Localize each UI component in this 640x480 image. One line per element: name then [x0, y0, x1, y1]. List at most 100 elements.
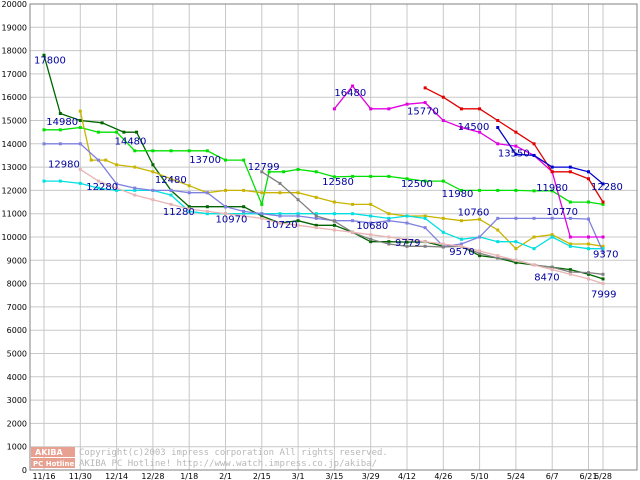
data-point [496, 188, 500, 192]
y-tick-label: 10000 [2, 233, 27, 242]
data-point [260, 214, 264, 218]
data-point [332, 200, 336, 204]
data-point [278, 181, 282, 185]
data-point [587, 242, 590, 246]
y-tick-label: 20000 [2, 0, 27, 9]
data-point [314, 214, 318, 218]
data-point [224, 212, 227, 216]
x-tick-label: 6/7 [546, 472, 559, 480]
data-label: 15770 [407, 107, 439, 118]
x-tick-label: 6/28 [594, 472, 612, 480]
data-point [369, 174, 373, 178]
data-point [441, 95, 445, 99]
y-tick-label: 16000 [2, 93, 27, 102]
data-point [332, 223, 336, 227]
data-point [405, 237, 409, 241]
data-point [42, 53, 46, 57]
data-label: 9779 [395, 238, 420, 249]
data-point [205, 191, 209, 195]
data-point [568, 200, 572, 204]
data-point [601, 235, 605, 239]
y-tick-label: 13000 [2, 163, 27, 172]
x-tick-label: 4/26 [434, 472, 452, 480]
data-point [478, 251, 482, 255]
data-point [601, 247, 605, 251]
data-point [296, 223, 300, 227]
copyright-line: Copyright(c)2003 impress corporation All… [79, 448, 388, 458]
x-tick-label: 11/16 [32, 472, 55, 480]
data-point [459, 107, 463, 111]
data-point [369, 233, 373, 237]
data-point [224, 205, 227, 209]
url-line: AKIBA PC Hotline! http://www.watch.impre… [79, 459, 377, 469]
data-point [441, 216, 445, 220]
data-point [496, 240, 500, 244]
data-label: 8470 [534, 273, 559, 284]
data-point [387, 216, 391, 220]
data-point [601, 282, 605, 286]
data-point [78, 119, 82, 122]
data-point [42, 128, 46, 132]
data-point [58, 112, 62, 116]
y-tick-label: 15000 [2, 117, 27, 126]
data-point [187, 149, 191, 153]
data-point [296, 214, 300, 218]
data-point [568, 216, 572, 220]
data-point [532, 189, 536, 193]
data-point [78, 181, 82, 185]
data-point [242, 188, 246, 192]
data-point [405, 244, 409, 248]
data-point [58, 128, 62, 132]
data-point [332, 107, 336, 111]
data-point [351, 219, 355, 223]
data-point [478, 254, 482, 258]
data-point [296, 191, 300, 195]
y-tick-label: 11000 [2, 210, 27, 219]
data-point [568, 268, 572, 272]
data-point [441, 230, 445, 234]
data-point [369, 221, 373, 225]
data-point [135, 130, 139, 134]
data-point [405, 177, 409, 181]
data-point [115, 182, 119, 186]
data-point [278, 212, 282, 216]
data-point [514, 240, 518, 244]
data-point [387, 174, 391, 178]
data-point [550, 216, 554, 220]
y-tick-label: 17000 [2, 70, 27, 79]
data-point [478, 235, 482, 239]
series-line-0 [43, 55, 604, 280]
data-point [532, 247, 536, 251]
data-point [478, 107, 482, 111]
data-point [205, 212, 209, 216]
data-labels: 17800 14980 14480 12980 12280 12480 11280 13700… [34, 55, 623, 300]
data-point [423, 86, 427, 90]
data-label: 9570 [449, 247, 474, 258]
x-tick-label: 12/14 [105, 472, 128, 480]
data-point [587, 247, 590, 251]
data-point [78, 109, 82, 113]
data-point [550, 170, 554, 174]
data-point [115, 186, 119, 190]
grid [30, 3, 637, 471]
data-label: 12280 [86, 182, 118, 193]
data-point [115, 163, 119, 167]
x-tick-label: 2/15 [253, 472, 271, 480]
y-axis-ticks: 0 1000 2000 3000 4000 5000 6000 7000 8000 9000 100… [2, 0, 27, 475]
data-point [369, 237, 373, 241]
data-point [496, 142, 500, 146]
data-point [187, 209, 191, 213]
data-point [369, 214, 373, 218]
data-label: 7999 [591, 290, 616, 301]
y-tick-label: 3000 [7, 396, 27, 405]
data-label: 17800 [34, 55, 66, 66]
series-line-5 [261, 171, 604, 275]
data-point [242, 205, 246, 209]
data-point [332, 212, 336, 216]
data-point [423, 214, 427, 218]
data-point [441, 242, 445, 246]
data-point [267, 170, 271, 174]
data-point [242, 158, 246, 162]
data-point [514, 258, 518, 262]
data-label: 14500 [458, 122, 490, 133]
